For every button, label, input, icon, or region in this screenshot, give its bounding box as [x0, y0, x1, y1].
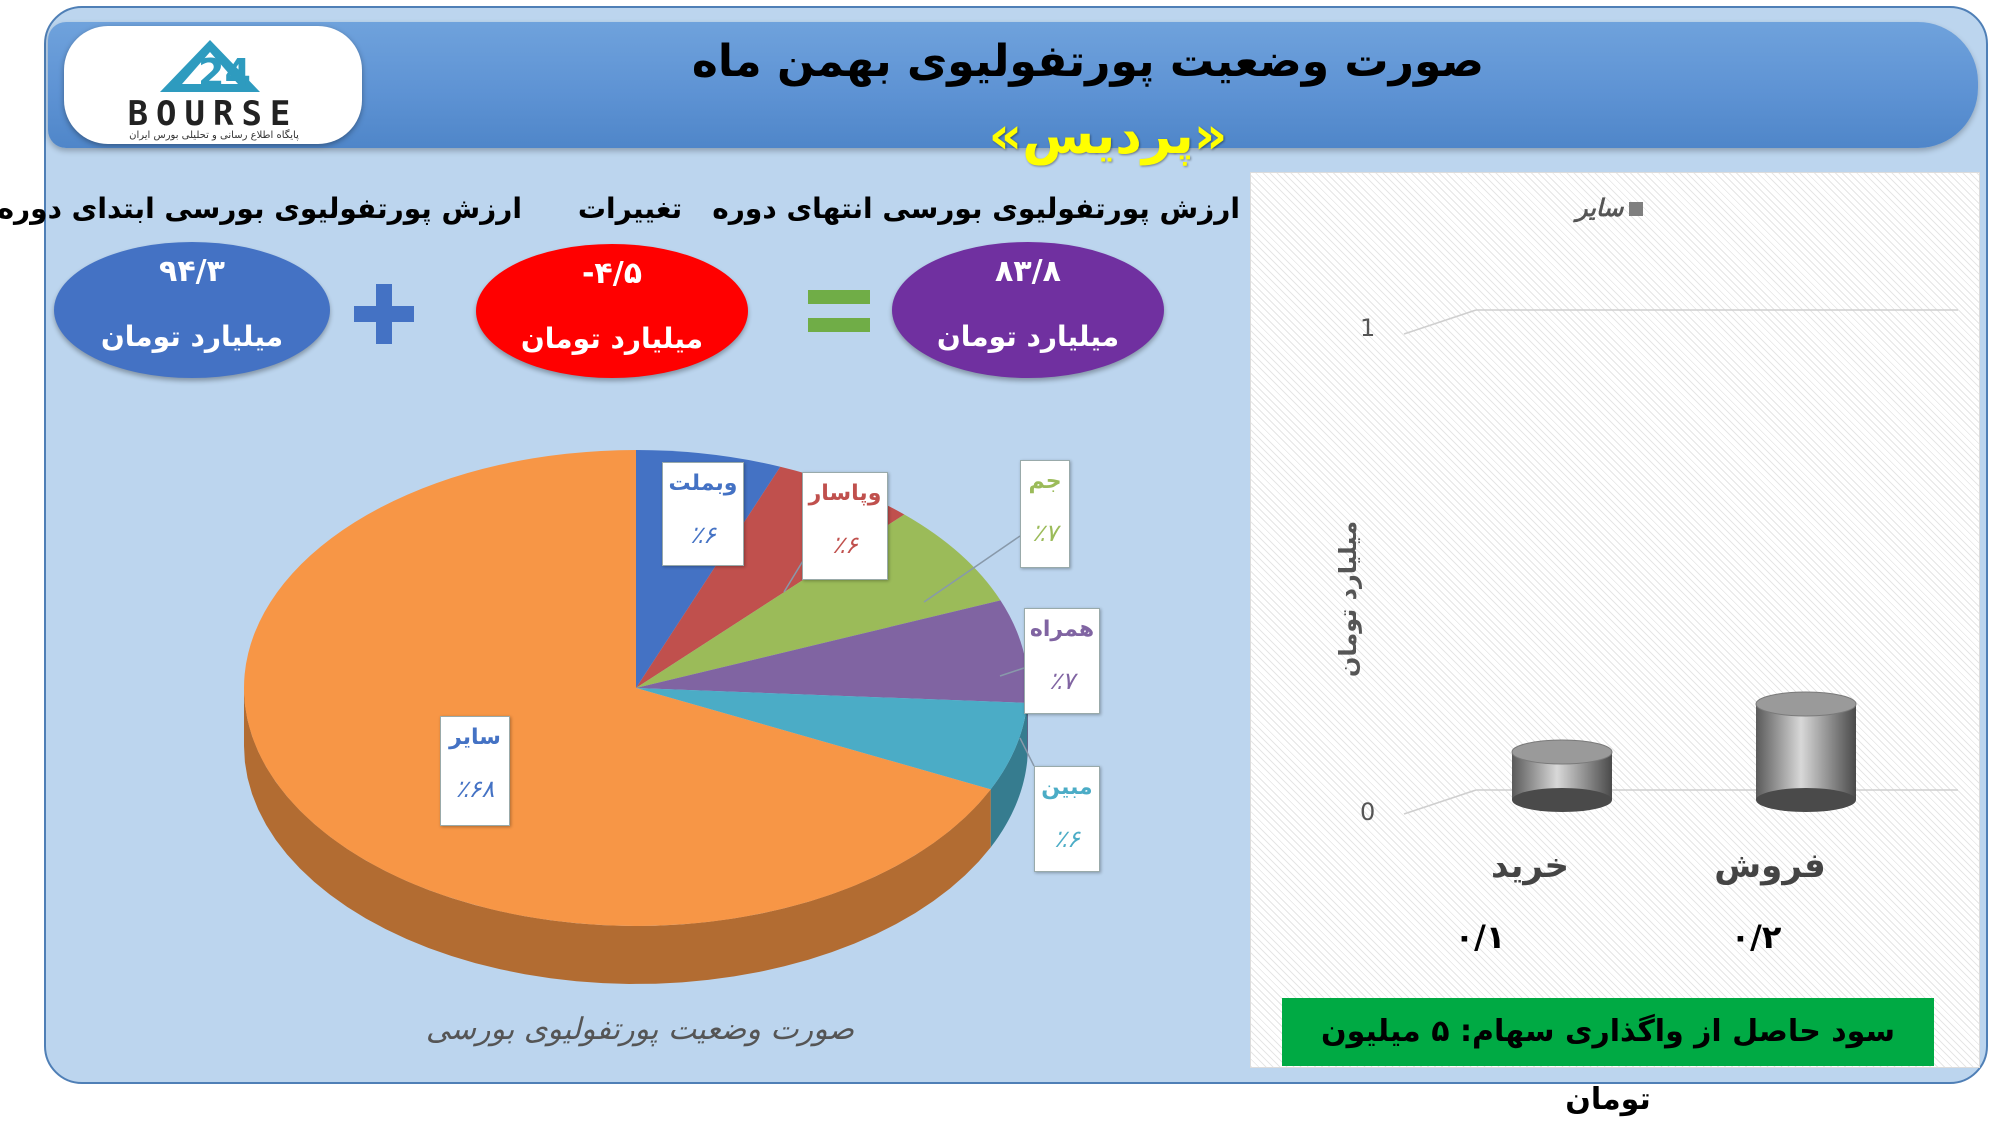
plus-icon	[354, 284, 414, 344]
header-banner: صورت وضعیت پورتفولیوی بهمن ماه «پردیس»	[48, 22, 1978, 166]
end-value-unit: میلیارد تومان	[936, 320, 1120, 353]
bar-value-sell: ۰/۲	[1730, 918, 1782, 956]
slice-percent: ٪۶	[690, 521, 716, 549]
slice-label: همراه	[1029, 617, 1095, 642]
equals-icon	[808, 290, 870, 332]
pie-slice	[243, 450, 991, 926]
bar-cylinder-top	[1511, 739, 1613, 765]
legend-label: سایر	[1576, 194, 1624, 222]
bar-value-buy: ۰/۱	[1454, 918, 1506, 956]
pie-slice	[636, 514, 1001, 688]
sale-gain-banner: سود حاصل از واگذاری سهام: ۵ میلیون تومان	[1282, 998, 1934, 1117]
company-name: «پردیس»	[988, 106, 1228, 166]
slice-percent: ٪۷	[1049, 667, 1075, 695]
slice-percent: ٪۶۸	[455, 775, 495, 803]
leader-line	[923, 535, 1021, 603]
pie-slice	[636, 688, 1028, 790]
logo-mark-icon: 24	[160, 40, 260, 95]
end-value-label: ارزش پورتفولیوی بورسی انتهای دوره	[712, 192, 1240, 225]
start-value-ellipse: ۹۴/۳ میلیارد تومان	[54, 242, 330, 378]
logo-word: BOURSE	[127, 94, 299, 134]
trade-bar-chart	[1403, 309, 1958, 815]
slice-label: مبین	[1041, 775, 1093, 800]
logo-subtitle: پایگاه اطلاع رسانی و تحلیلی بورس ایران	[129, 130, 299, 141]
pie-slice-side	[990, 702, 1028, 848]
gridline-depth	[1403, 309, 1477, 335]
leader-line	[999, 667, 1025, 677]
gridline-depth	[1403, 789, 1477, 815]
end-value: ۸۳/۸	[995, 254, 1061, 289]
pie-slice	[636, 600, 1028, 703]
callout-sayer: سایر ٪۶۸	[440, 716, 510, 826]
start-value-unit: میلیارد تومان	[100, 320, 284, 353]
callout-vpasar: وپاسار ٪۶	[802, 472, 888, 580]
legend-swatch	[1629, 202, 1644, 216]
slice-label: جم	[1028, 469, 1062, 494]
change-label: تغییرات	[577, 192, 683, 225]
bar-cylinder-base	[1512, 788, 1612, 812]
slice-label: سایر	[449, 725, 501, 750]
slice-percent: ٪۶	[1054, 825, 1080, 853]
bar-cylinder-base	[1756, 788, 1856, 812]
category-label-sell: فروش	[1714, 846, 1826, 886]
callout-vbmellat: وبملت ٪۶	[662, 462, 744, 566]
end-value-ellipse: ۸۳/۸ میلیارد تومان	[892, 242, 1164, 378]
start-value: ۹۴/۳	[159, 254, 225, 289]
slice-label: وبملت	[668, 471, 738, 496]
y-tick-0: 0	[1360, 798, 1376, 826]
page-title: صورت وضعیت پورتفولیوی بهمن ماه	[691, 36, 1485, 87]
slice-percent: ٪۷	[1032, 519, 1058, 547]
category-label-buy: خرید	[1490, 846, 1570, 886]
callout-mobin: مبین ٪۶	[1034, 766, 1100, 872]
slice-label: وپاسار	[808, 481, 882, 506]
bar-legend: سایر	[1576, 194, 1644, 222]
pie-slice-side	[244, 688, 991, 984]
y-tick-1: 1	[1360, 314, 1376, 342]
bar-cylinder-top	[1755, 691, 1857, 717]
bourse-logo: 24 BOURSE پایگاه اطلاع رسانی و تحلیلی بو…	[64, 26, 362, 144]
change-unit: میلیارد تومان	[520, 322, 704, 355]
callout-jam: جم ٪۷	[1020, 460, 1070, 568]
logo-24-icon: 24	[198, 51, 251, 95]
y-axis-title: میلیارد تومان	[1334, 520, 1362, 678]
slice-percent: ٪۶	[832, 531, 858, 559]
change-ellipse: -۴/۵ میلیارد تومان	[476, 244, 748, 378]
bar-chart-area	[1250, 172, 1980, 1068]
change-value: -۴/۵	[581, 256, 643, 291]
start-value-label: ارزش پورتفولیوی بورسی ابتدای دوره	[0, 192, 522, 225]
leader-line	[1019, 737, 1035, 767]
pie-caption: صورت وضعیت پورتفولیوی بورسی	[425, 1012, 855, 1047]
bar-cylinder-body	[1756, 704, 1856, 800]
callout-hamrah: همراه ٪۷	[1024, 608, 1100, 714]
